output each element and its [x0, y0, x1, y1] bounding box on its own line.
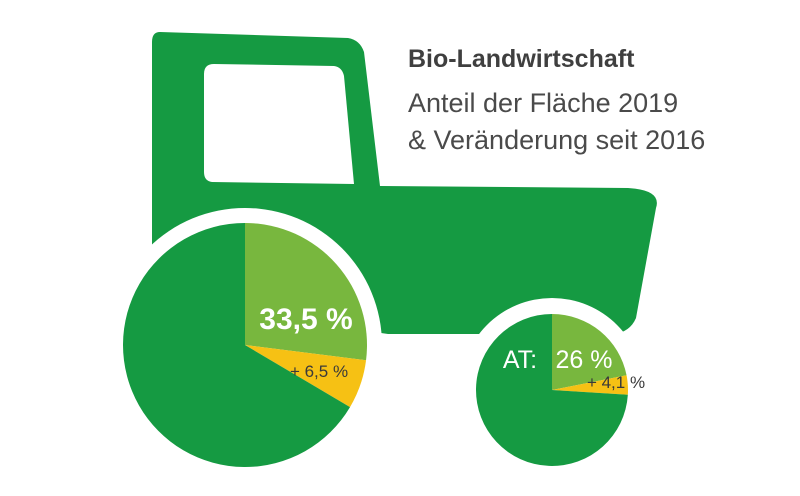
slice-label-share-austria: 26 %	[556, 346, 613, 374]
pie-austria-slice-change	[552, 375, 628, 395]
pie-austria-slice-rest	[475, 314, 628, 466]
pie-chart-austria	[475, 314, 628, 466]
pie-total-slice-share	[245, 223, 368, 361]
chart-title: Bio-Landwirtschaft	[408, 45, 635, 73]
pie-austria-slice-share	[552, 314, 627, 390]
pie-total-slice-change	[245, 345, 367, 408]
chart-subtitle-line1: Anteil der Fläche 2019	[408, 88, 678, 118]
slice-label-change-austria: + 4,1 %	[587, 373, 645, 392]
pie-total-slice-rest	[122, 222, 351, 467]
slice-label-change-total: + 6,5 %	[290, 362, 348, 381]
chart-subtitle-line2: & Veränderung seit 2016	[408, 125, 705, 155]
pie-prefix-austria: AT:	[503, 346, 537, 374]
tractor-window	[204, 64, 354, 184]
slice-label-share-total: 33,5 %	[259, 303, 352, 336]
pie-chart-total	[122, 222, 368, 467]
